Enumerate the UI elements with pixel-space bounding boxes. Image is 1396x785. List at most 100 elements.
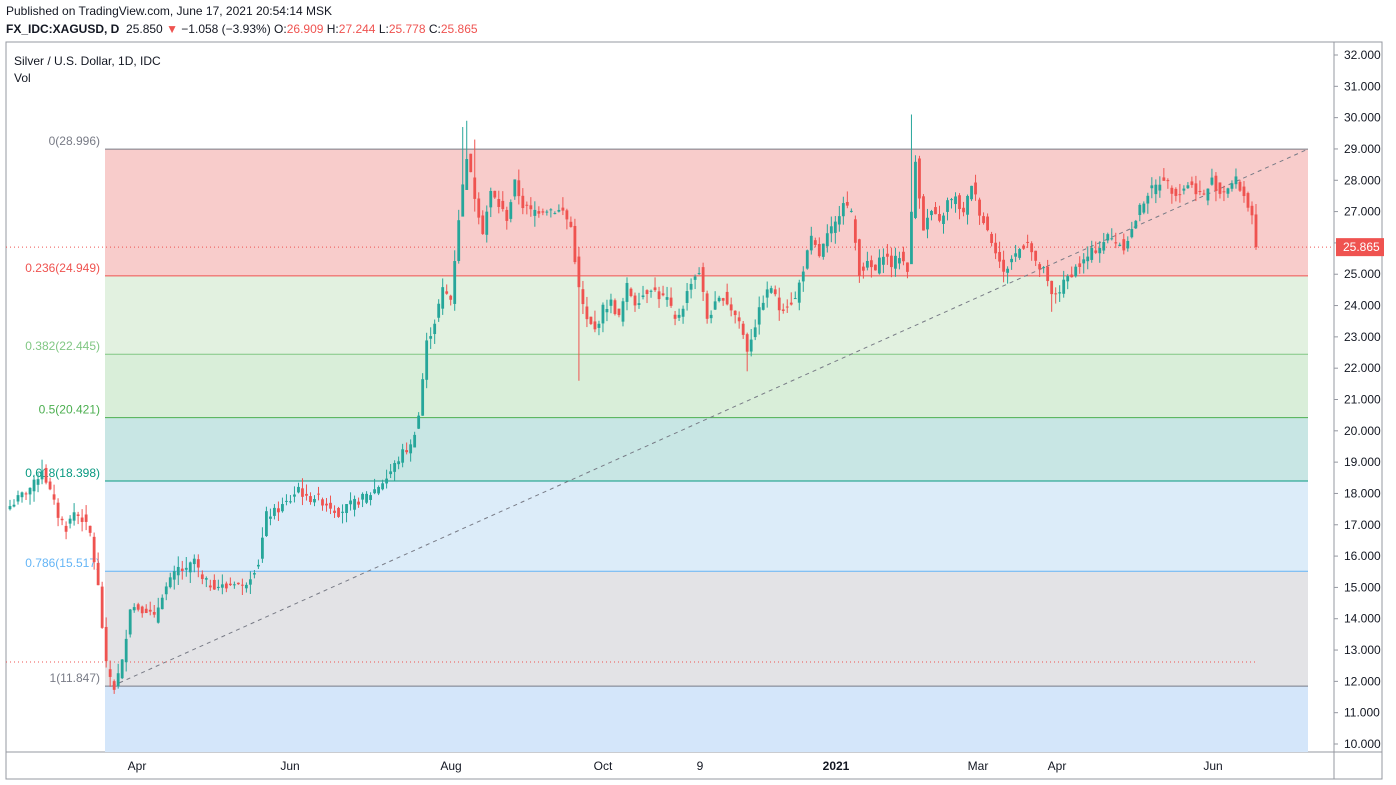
candle-body bbox=[445, 291, 449, 294]
candle-body bbox=[84, 514, 88, 522]
candle-body bbox=[385, 478, 389, 484]
candle-body bbox=[1122, 239, 1126, 251]
candle-body bbox=[926, 217, 929, 230]
y-tick-label: 27.000 bbox=[1344, 205, 1381, 219]
y-tick-label: 29.000 bbox=[1344, 142, 1381, 156]
candle-body bbox=[1002, 259, 1005, 272]
candle-body bbox=[353, 498, 356, 510]
candle-body bbox=[273, 507, 276, 516]
y-tick-label: 22.000 bbox=[1344, 361, 1381, 375]
candle-body bbox=[697, 273, 701, 275]
candle-body bbox=[425, 340, 429, 380]
candle-body bbox=[521, 195, 525, 209]
candle-body bbox=[365, 493, 368, 503]
candle-body bbox=[68, 518, 72, 524]
candle-body bbox=[809, 235, 813, 251]
candle-body bbox=[513, 179, 517, 197]
candle-body bbox=[829, 226, 833, 234]
candle-body bbox=[168, 577, 172, 588]
candle-body bbox=[837, 216, 841, 225]
candle-body bbox=[1050, 280, 1054, 295]
candle-body bbox=[890, 255, 893, 268]
candle-body bbox=[216, 586, 220, 589]
candle-body bbox=[525, 204, 529, 206]
candle-body bbox=[200, 574, 204, 580]
candle-body bbox=[337, 507, 340, 517]
candle-body bbox=[1170, 187, 1174, 194]
candle-body bbox=[1190, 181, 1194, 185]
candle-body bbox=[629, 288, 633, 296]
candle-body bbox=[473, 177, 477, 199]
candle-body bbox=[1206, 188, 1210, 201]
y-tick-label: 10.000 bbox=[1344, 737, 1381, 751]
candle-body bbox=[1138, 204, 1142, 216]
candle-body bbox=[397, 461, 401, 465]
chart-frame bbox=[5, 41, 1383, 780]
y-tick-label: 15.000 bbox=[1344, 580, 1381, 594]
candle-body bbox=[585, 306, 589, 320]
candle-body bbox=[673, 314, 677, 319]
candle-body bbox=[930, 211, 933, 216]
candle-body bbox=[998, 251, 1001, 262]
candle-body bbox=[717, 297, 721, 302]
candle-body bbox=[1062, 279, 1066, 294]
candle-body bbox=[561, 207, 565, 211]
candle-body bbox=[954, 196, 957, 205]
candle-body bbox=[1126, 240, 1130, 249]
candle-body bbox=[357, 501, 360, 505]
candle-body bbox=[745, 334, 749, 352]
candle-body bbox=[1054, 293, 1058, 295]
candle-body bbox=[277, 508, 280, 513]
candle-body bbox=[441, 287, 445, 309]
candle-body bbox=[248, 579, 252, 585]
candle-body bbox=[938, 214, 941, 221]
candle-body bbox=[184, 567, 188, 570]
candle-body bbox=[545, 211, 549, 213]
candle-body bbox=[20, 492, 24, 498]
candle-body bbox=[982, 216, 985, 224]
candle-body bbox=[160, 597, 164, 610]
y-tick-label: 20.000 bbox=[1344, 424, 1381, 438]
candle-body bbox=[469, 153, 473, 173]
candle-body bbox=[509, 202, 513, 219]
candle-body bbox=[877, 257, 881, 274]
down-arrow-icon: ▼ bbox=[166, 22, 178, 36]
x-tick-label: Apr bbox=[128, 759, 147, 773]
x-tick-label: Jun bbox=[280, 759, 299, 773]
candle-body bbox=[1026, 241, 1030, 243]
candle-body bbox=[208, 585, 212, 588]
candle-body bbox=[958, 195, 961, 210]
y-tick-label: 12.000 bbox=[1344, 674, 1381, 688]
candle-body bbox=[1046, 266, 1050, 282]
candle-body bbox=[1142, 203, 1146, 213]
candle-body bbox=[817, 244, 821, 257]
low-value: 25.778 bbox=[388, 22, 426, 36]
candle-body bbox=[1174, 188, 1178, 196]
candle-body bbox=[865, 260, 869, 268]
candle-body bbox=[910, 211, 913, 265]
candle-body bbox=[581, 289, 585, 305]
candle-body bbox=[1098, 247, 1102, 254]
candle-body bbox=[52, 494, 56, 500]
candle-body bbox=[713, 301, 717, 310]
candle-body bbox=[401, 449, 405, 463]
candle-body bbox=[369, 495, 372, 500]
candle-body bbox=[437, 303, 441, 318]
price-change: −1.058 (−3.93%) bbox=[181, 22, 271, 36]
x-tick-label: Jun bbox=[1203, 759, 1222, 773]
fib-zone bbox=[105, 354, 1308, 418]
candle-body bbox=[753, 327, 757, 338]
candle-body bbox=[12, 504, 16, 507]
candle-body bbox=[741, 323, 745, 335]
candle-body bbox=[136, 604, 140, 610]
candle-body bbox=[1030, 243, 1034, 253]
candle-body bbox=[180, 568, 184, 571]
candle-body bbox=[974, 182, 977, 195]
candle-body bbox=[100, 586, 104, 628]
candle-body bbox=[1202, 193, 1206, 195]
candle-body bbox=[148, 609, 152, 612]
candle-body bbox=[793, 298, 797, 300]
candle-body bbox=[212, 579, 216, 590]
y-tick-label: 32.000 bbox=[1344, 48, 1381, 62]
